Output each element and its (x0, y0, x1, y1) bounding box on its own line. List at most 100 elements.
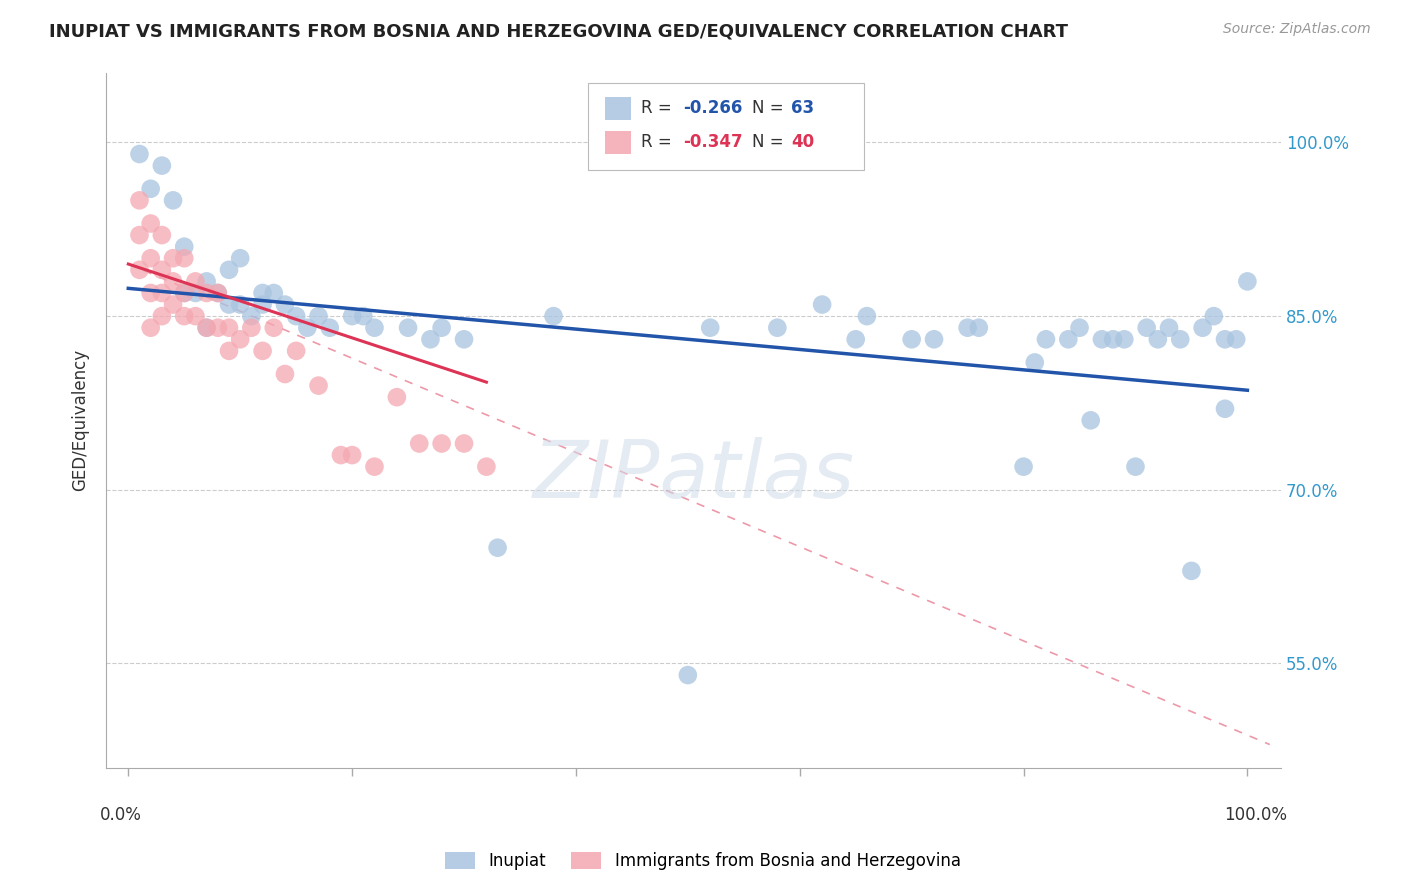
Point (385, 390, 408, 404)
Point (363, 320, 385, 334)
Point (229, 297, 252, 311)
Point (308, 309, 330, 323)
Point (229, 332, 252, 346)
Text: N =: N = (752, 134, 789, 152)
Point (676, 668, 699, 682)
Point (845, 332, 868, 346)
Text: INUPIAT VS IMMIGRANTS FROM BOSNIA AND HERZEGOVINA GED/EQUIVALENCY CORRELATION CH: INUPIAT VS IMMIGRANTS FROM BOSNIA AND HE… (49, 22, 1069, 40)
Point (128, 262, 150, 277)
Point (1091, 332, 1114, 346)
Point (408, 436, 430, 450)
Point (184, 285, 207, 300)
Point (363, 459, 385, 474)
Point (218, 343, 240, 358)
Point (1157, 320, 1180, 334)
Point (128, 194, 150, 208)
Point (922, 332, 945, 346)
Point (811, 297, 834, 311)
Point (430, 320, 453, 334)
Point (173, 285, 195, 300)
Point (1202, 309, 1225, 323)
Point (207, 285, 229, 300)
Point (340, 448, 363, 462)
Point (285, 343, 308, 358)
Point (195, 285, 218, 300)
Point (1069, 320, 1091, 334)
Point (475, 459, 498, 474)
Point (150, 228, 173, 243)
Point (1213, 332, 1236, 346)
Legend: Inupiat, Immigrants from Bosnia and Herzegovina: Inupiat, Immigrants from Bosnia and Herz… (439, 845, 967, 877)
Point (184, 274, 207, 288)
Point (162, 297, 184, 311)
Point (218, 297, 240, 311)
Text: R =: R = (641, 99, 676, 117)
Point (218, 320, 240, 334)
Bar (606, 96, 631, 120)
Point (274, 367, 297, 381)
Point (329, 448, 352, 462)
Point (1012, 459, 1035, 474)
Point (263, 320, 285, 334)
Point (967, 320, 990, 334)
Point (195, 320, 218, 334)
Point (162, 274, 184, 288)
Bar (606, 131, 631, 154)
Point (173, 309, 195, 323)
Point (128, 228, 150, 243)
Point (856, 309, 879, 323)
Point (699, 320, 721, 334)
Point (1114, 332, 1136, 346)
Point (162, 194, 184, 208)
Point (1057, 332, 1080, 346)
Point (139, 182, 162, 196)
Text: 40: 40 (792, 134, 814, 152)
Point (240, 320, 263, 334)
Point (1225, 332, 1247, 346)
Point (139, 252, 162, 266)
Point (240, 309, 263, 323)
Point (150, 262, 173, 277)
Text: 0.0%: 0.0% (100, 805, 142, 824)
Y-axis label: GED/Equivalency: GED/Equivalency (72, 350, 89, 491)
Point (139, 320, 162, 334)
Point (766, 320, 789, 334)
Point (252, 343, 274, 358)
Text: 100.0%: 100.0% (1223, 805, 1286, 824)
Point (1168, 332, 1191, 346)
Point (207, 320, 229, 334)
Point (229, 252, 252, 266)
Point (218, 262, 240, 277)
Point (1236, 274, 1258, 288)
Point (263, 285, 285, 300)
Point (430, 436, 453, 450)
Point (162, 252, 184, 266)
Text: N =: N = (752, 99, 789, 117)
Point (1147, 332, 1170, 346)
Text: Source: ZipAtlas.com: Source: ZipAtlas.com (1223, 22, 1371, 37)
Point (1102, 332, 1125, 346)
Point (173, 285, 195, 300)
Point (900, 332, 922, 346)
Point (956, 320, 979, 334)
Point (1136, 320, 1159, 334)
Text: -0.347: -0.347 (683, 134, 742, 152)
Point (1125, 459, 1147, 474)
Text: 63: 63 (792, 99, 814, 117)
Point (285, 309, 308, 323)
Point (195, 274, 218, 288)
Point (207, 285, 229, 300)
Point (486, 541, 509, 555)
Point (340, 309, 363, 323)
Point (150, 159, 173, 173)
Point (1213, 401, 1236, 416)
Point (453, 436, 475, 450)
Point (274, 297, 297, 311)
Point (297, 320, 319, 334)
Point (419, 332, 441, 346)
Point (396, 320, 419, 334)
Point (128, 147, 150, 161)
Point (173, 252, 195, 266)
Point (139, 285, 162, 300)
Point (1180, 564, 1202, 578)
